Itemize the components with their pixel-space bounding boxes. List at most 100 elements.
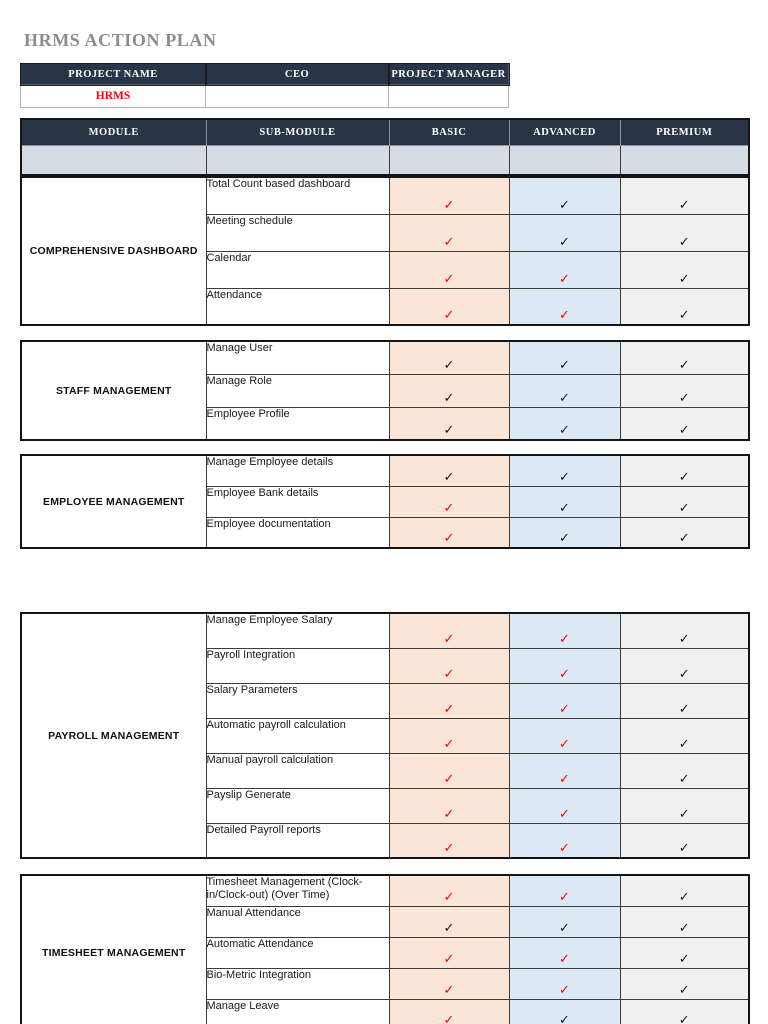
basic-cell: ✓ bbox=[388, 454, 510, 487]
module-section-table: PAYROLL MANAGEMENT Manage Employee Salary… bbox=[20, 612, 750, 859]
basic-cell: ✓ bbox=[388, 822, 510, 859]
basic-cell: ✓ bbox=[388, 406, 510, 441]
spacer-row bbox=[20, 145, 750, 176]
check-icon: ✓ bbox=[678, 500, 690, 516]
module-name: PAYROLL MANAGEMENT bbox=[20, 612, 207, 859]
premium-cell: ✓ bbox=[619, 822, 750, 859]
premium-cell: ✓ bbox=[619, 454, 750, 487]
check-icon: ✓ bbox=[559, 666, 570, 682]
module-section-table: EMPLOYEE MANAGEMENT Manage Employee detai… bbox=[20, 454, 750, 549]
advanced-cell: ✓ bbox=[508, 822, 621, 859]
column-header-basic: BASIC bbox=[388, 118, 510, 146]
spacer-cell bbox=[388, 145, 510, 176]
premium-cell: ✓ bbox=[619, 373, 750, 408]
check-icon: ✓ bbox=[443, 271, 455, 287]
basic-cell: ✓ bbox=[388, 340, 510, 375]
table-row: STAFF MANAGEMENT Manage User ✓ ✓ ✓ bbox=[20, 340, 750, 441]
page: HRMS ACTION PLAN PROJECT NAME CEO PROJEC… bbox=[0, 30, 768, 1024]
page-title: HRMS ACTION PLAN bbox=[24, 30, 217, 50]
check-icon: ✓ bbox=[678, 736, 690, 752]
premium-cell: ✓ bbox=[619, 787, 750, 824]
table-row: Employee documentation ✓ ✓ ✓ bbox=[21, 516, 750, 549]
check-icon: ✓ bbox=[559, 271, 570, 287]
basic-cell: ✓ bbox=[388, 905, 510, 938]
sub-module-name: Manage Employee details bbox=[205, 454, 390, 487]
check-icon: ✓ bbox=[443, 531, 455, 546]
check-icon: ✓ bbox=[443, 701, 455, 717]
basic-cell: ✓ bbox=[388, 874, 510, 907]
basic-cell: ✓ bbox=[388, 998, 510, 1024]
advanced-cell: ✓ bbox=[508, 647, 621, 684]
premium-cell: ✓ bbox=[619, 874, 750, 907]
advanced-cell: ✓ bbox=[508, 874, 621, 907]
check-icon: ✓ bbox=[443, 357, 455, 373]
check-icon: ✓ bbox=[559, 500, 570, 516]
table-row: Detailed Payroll reports ✓ ✓ ✓ bbox=[21, 822, 750, 859]
table-row: Manual payroll calculation ✓ ✓ ✓ bbox=[21, 752, 750, 789]
column-header-module: MODULE bbox=[20, 118, 207, 146]
advanced-cell: ✓ bbox=[508, 936, 621, 969]
spacer-cell bbox=[619, 145, 750, 176]
basic-cell: ✓ bbox=[388, 967, 510, 1000]
check-icon: ✓ bbox=[559, 197, 570, 213]
check-icon: ✓ bbox=[678, 423, 690, 438]
sub-module-name: Calendar bbox=[205, 250, 390, 289]
check-icon: ✓ bbox=[559, 423, 570, 438]
table-row: Manual Attendance ✓ ✓ ✓ bbox=[21, 905, 750, 938]
project-name-header: PROJECT NAME bbox=[19, 62, 207, 86]
basic-cell: ✓ bbox=[388, 787, 510, 824]
premium-cell: ✓ bbox=[619, 213, 750, 252]
check-icon: ✓ bbox=[443, 500, 455, 516]
table-row: EMPLOYEE MANAGEMENT Manage Employee detai… bbox=[20, 454, 750, 549]
basic-cell: ✓ bbox=[388, 516, 510, 549]
check-icon: ✓ bbox=[443, 982, 455, 998]
premium-cell: ✓ bbox=[619, 682, 750, 719]
table-row: Payroll Integration ✓ ✓ ✓ bbox=[21, 647, 750, 684]
premium-cell: ✓ bbox=[619, 406, 750, 441]
module-section-table: COMPREHENSIVE DASHBOARD Total Count based… bbox=[20, 176, 750, 326]
premium-cell: ✓ bbox=[619, 752, 750, 789]
spacer-cell bbox=[508, 145, 621, 176]
check-icon: ✓ bbox=[559, 920, 570, 936]
sub-module-name: Meeting schedule bbox=[205, 213, 390, 252]
check-icon: ✓ bbox=[678, 806, 690, 822]
advanced-cell: ✓ bbox=[508, 287, 621, 326]
premium-cell: ✓ bbox=[619, 250, 750, 289]
basic-cell: ✓ bbox=[388, 612, 510, 649]
plan-header-table: MODULE SUB-MODULE BASIC ADVANCED PREMIUM bbox=[20, 118, 750, 176]
check-icon: ✓ bbox=[443, 920, 455, 936]
plan-header-row: MODULE SUB-MODULE BASIC ADVANCED PREMIUM bbox=[20, 118, 750, 146]
sub-module-name: Employee Profile bbox=[205, 406, 390, 441]
project-name-value: HRMS bbox=[20, 84, 206, 108]
premium-cell: ✓ bbox=[619, 287, 750, 326]
sub-module-name: Timesheet Management (Clock-in/Clock-out… bbox=[205, 874, 390, 907]
check-icon: ✓ bbox=[559, 308, 570, 323]
table-row: Employee Bank details ✓ ✓ ✓ bbox=[21, 485, 750, 518]
check-icon: ✓ bbox=[443, 889, 455, 905]
check-icon: ✓ bbox=[678, 951, 690, 967]
table-row: Payslip Generate ✓ ✓ ✓ bbox=[21, 787, 750, 824]
table-row: Employee Profile ✓ ✓ ✓ bbox=[21, 406, 750, 441]
advanced-cell: ✓ bbox=[508, 717, 621, 754]
basic-cell: ✓ bbox=[388, 752, 510, 789]
sub-module-name: Manage Employee Salary bbox=[205, 612, 390, 649]
module-name: TIMESHEET MANAGEMENT bbox=[20, 874, 207, 1024]
table-row: Manage Leave ✓ ✓ ✓ bbox=[21, 998, 750, 1024]
check-icon: ✓ bbox=[559, 469, 570, 485]
check-icon: ✓ bbox=[678, 234, 690, 250]
basic-cell: ✓ bbox=[388, 682, 510, 719]
sub-module-name: Manual Attendance bbox=[205, 905, 390, 938]
plan-sections: COMPREHENSIVE DASHBOARD Total Count based… bbox=[20, 176, 750, 1024]
table-row: COMPREHENSIVE DASHBOARD Total Count based… bbox=[20, 176, 750, 326]
premium-cell: ✓ bbox=[619, 998, 750, 1024]
premium-cell: ✓ bbox=[619, 905, 750, 938]
check-icon: ✓ bbox=[443, 631, 455, 647]
table-row: Salary Parameters ✓ ✓ ✓ bbox=[21, 682, 750, 719]
basic-cell: ✓ bbox=[388, 176, 510, 215]
check-icon: ✓ bbox=[559, 390, 570, 406]
basic-cell: ✓ bbox=[388, 250, 510, 289]
check-icon: ✓ bbox=[678, 982, 690, 998]
premium-cell: ✓ bbox=[619, 717, 750, 754]
module-name: EMPLOYEE MANAGEMENT bbox=[20, 454, 207, 549]
check-icon: ✓ bbox=[559, 701, 570, 717]
